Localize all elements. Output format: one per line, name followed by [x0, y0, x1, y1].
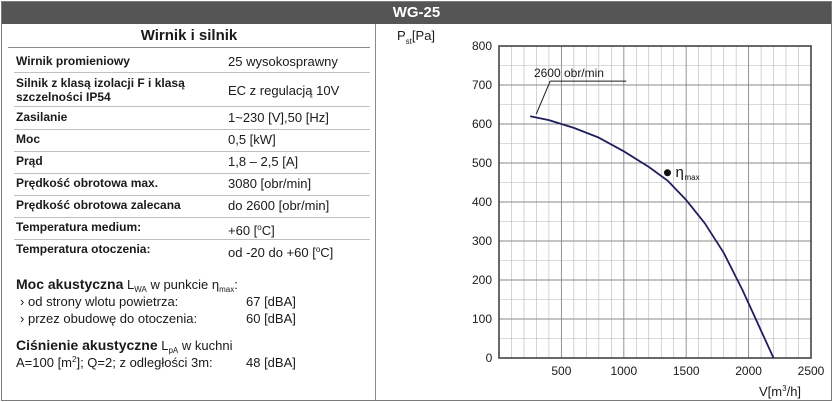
spec-key: Moc [16, 132, 40, 146]
x-tick-label: 2500 [798, 364, 825, 378]
spec-key: Prędkość obrotowa zalecana [16, 198, 181, 212]
eta-max-sub: max [684, 173, 699, 182]
x-tick-label: 500 [551, 364, 571, 378]
spec-key-line2: szczelności IP54 [16, 90, 111, 104]
spec-value: od -20 do +60 [oC] [228, 245, 334, 260]
divider [14, 217, 370, 218]
eta-max-label: η [675, 164, 683, 181]
divider [14, 173, 370, 174]
x-tick-labels: 500 1000 1500 2000 2500 [551, 364, 824, 378]
y-tick-label-zero: 0 [486, 351, 493, 365]
divider [14, 195, 370, 196]
fan-curve-chart: 100 200 300 400 500 600 700 800 0 500 1000 1500 200… [397, 28, 825, 399]
spec-value: do 2600 [obr/min] [228, 198, 330, 213]
chart-grid [498, 45, 812, 359]
divider [14, 129, 370, 130]
series-label-leader [535, 80, 551, 115]
chevron-right-icon: › [20, 294, 25, 309]
spec-value: 0,5 [kW] [228, 132, 276, 147]
spec-key: Zasilanie [16, 110, 68, 124]
y-tick-label: 800 [472, 39, 492, 53]
acoustic-value: 67 [dBA] [246, 294, 296, 309]
series-label: 2600 obr/min [534, 66, 604, 80]
y-tick-label: 100 [472, 312, 492, 326]
acoustic-power-casing: › przez obudowę do otoczenia: 60 [dBA] [16, 311, 296, 326]
x-tick-label: 1000 [610, 364, 637, 378]
x-tick-label: 2000 [735, 364, 762, 378]
spec-value: 25 wysokosprawny [228, 54, 338, 69]
y-tick-label: 400 [472, 195, 492, 209]
eta-max-point [663, 169, 671, 177]
acoustic-value: 48 [dBA] [246, 355, 296, 370]
divider [14, 106, 370, 107]
specs-title: Wirnik i silnik [8, 24, 370, 48]
series-line [530, 115, 775, 359]
spec-key: Silnik z klasą izolacji F i klasą szczel… [16, 76, 226, 104]
spec-key: Temperatura otoczenia: [16, 242, 151, 256]
x-axis-label: V[m3/h] [759, 384, 801, 399]
y-tick-label: 200 [472, 273, 492, 287]
y-tick-label: 600 [472, 117, 492, 131]
spec-value: EC z regulacją 10V [228, 83, 340, 98]
acoustic-power-inlet: › od strony wlotu powietrza: 67 [dBA] [16, 294, 296, 309]
spec-value: 3080 [obr/min] [228, 176, 312, 191]
plot-area: 2600 obr/min η max [530, 66, 775, 359]
spec-key: Prąd [16, 154, 43, 168]
spec-key: Wirnik promieniowy [16, 54, 130, 68]
x-tick-label: 1500 [673, 364, 700, 378]
y-tick-label: 300 [472, 234, 492, 248]
divider [14, 239, 370, 240]
model-title: WG-25 [2, 2, 831, 24]
chart-panel: 100 200 300 400 500 600 700 800 0 500 1000 1500 200… [379, 24, 831, 400]
acoustic-pressure-line: A=100 [m2]; Q=2; z odległości 3m: 48 [dB… [16, 355, 296, 370]
plot-border [498, 45, 812, 359]
acoustic-power-title: Moc akustyczna LWA w punkcie ηmax: [16, 276, 238, 294]
y-axis-label: Pst[Pa] [397, 28, 435, 46]
spec-key: Temperatura medium: [16, 220, 142, 234]
spec-key: Prędkość obrotowa max. [16, 176, 159, 190]
spec-key-line1: Silnik z klasą izolacji F i klasą [16, 76, 185, 90]
chevron-right-icon: › [20, 311, 25, 326]
spec-value: 1,8 – 2,5 [A] [228, 154, 299, 169]
y-tick-label: 700 [472, 78, 492, 92]
y-tick-labels: 100 200 300 400 500 600 700 800 0 [472, 39, 493, 365]
acoustic-pressure-title: Ciśnienie akustyczne LpA w kuchni [16, 337, 233, 355]
y-tick-label: 500 [472, 156, 492, 170]
divider [14, 72, 370, 73]
specs-panel: Wirnik i silnik Wirnik promieniowy 25 wy… [8, 24, 376, 400]
acoustic-value: 60 [dBA] [246, 311, 296, 326]
spec-value: +60 [oC] [228, 223, 275, 238]
spec-value: 1~230 [V],50 [Hz] [228, 110, 329, 125]
divider [14, 151, 370, 152]
